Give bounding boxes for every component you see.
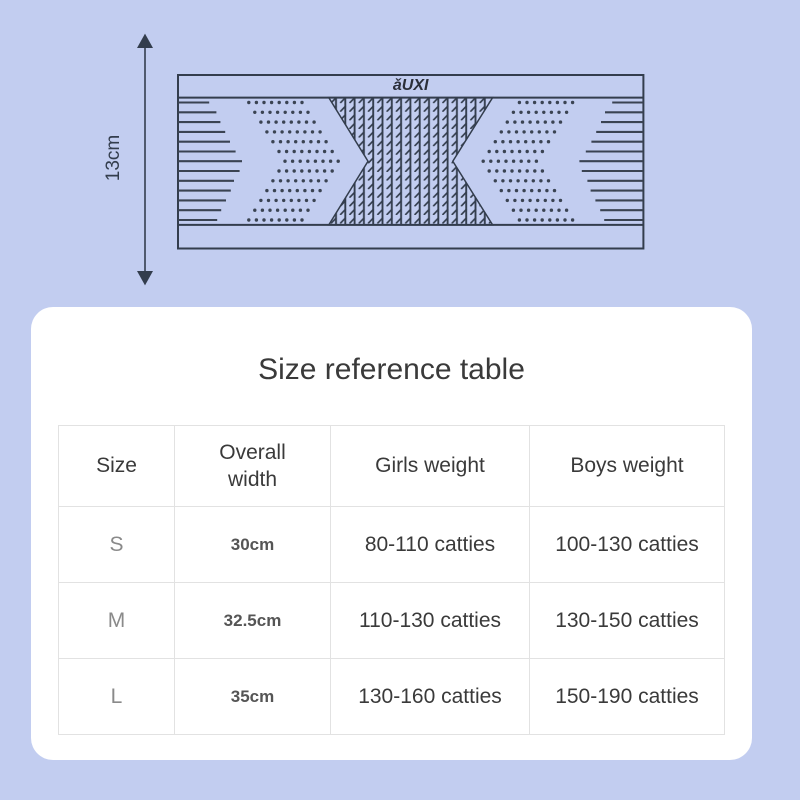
svg-text:ǎUXI: ǎUXI [393, 77, 429, 94]
svg-text:13cm: 13cm [103, 135, 124, 181]
